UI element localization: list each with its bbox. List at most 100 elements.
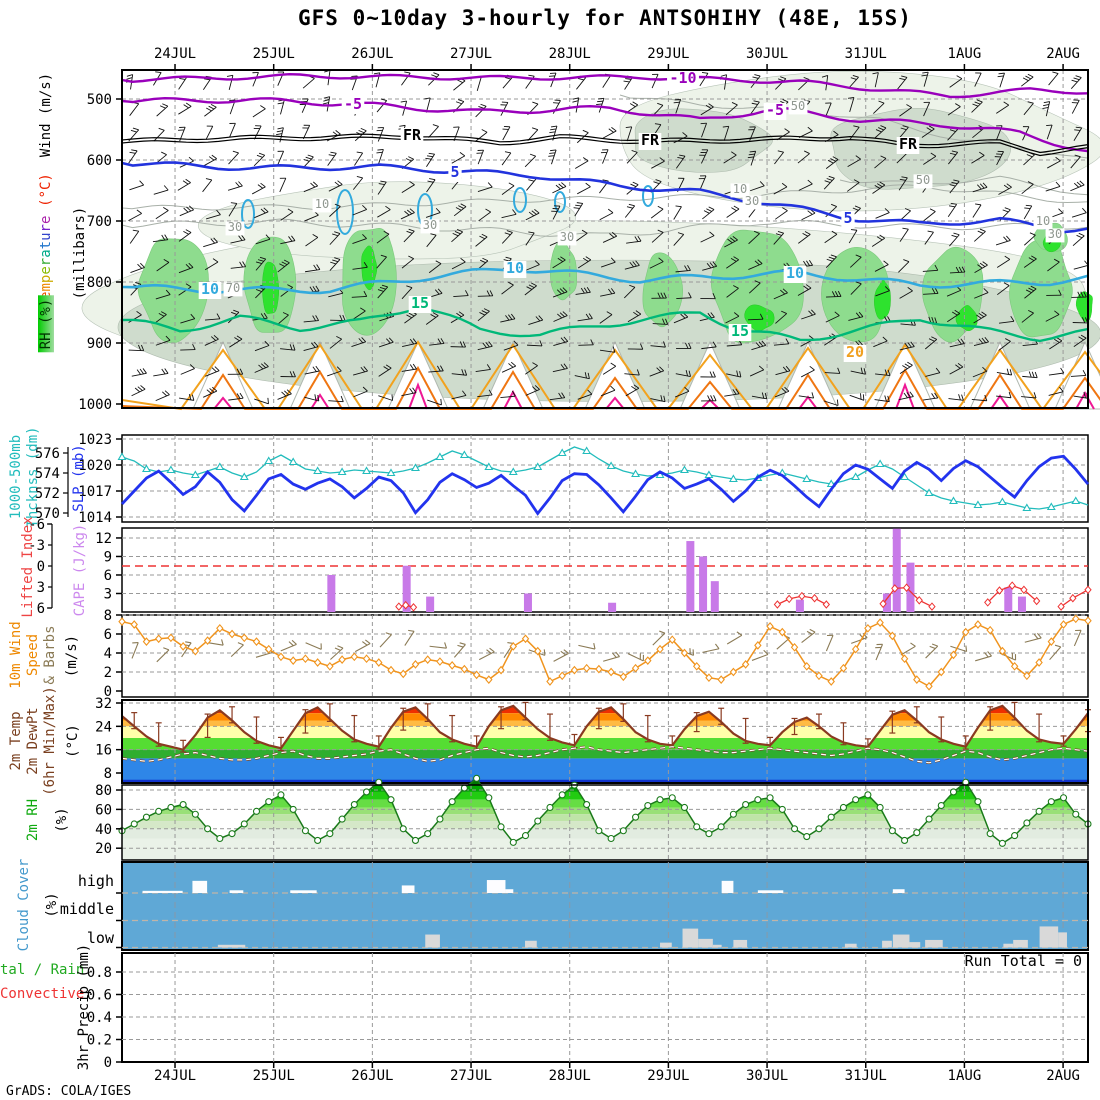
svg-text:32: 32 (95, 696, 112, 712)
label-2m-rh: 2m RH (25, 798, 41, 842)
svg-text:0.6: 0.6 (87, 988, 112, 1004)
svg-text:10: 10 (201, 280, 219, 298)
svg-text:30: 30 (745, 194, 759, 208)
svg-text:30JUL: 30JUL (746, 1068, 788, 1084)
label-slp: SLP (mb) (71, 444, 87, 512)
label-cloud-unit: (%) (44, 892, 60, 918)
svg-text:500: 500 (87, 92, 112, 108)
svg-text:6: 6 (104, 627, 112, 643)
svg-text:10: 10 (786, 264, 804, 282)
svg-text:4: 4 (104, 646, 112, 662)
svg-text:50: 50 (791, 99, 805, 113)
svg-text:25JUL: 25JUL (253, 1068, 295, 1084)
svg-text:0: 0 (104, 1055, 112, 1071)
svg-text:80: 80 (95, 783, 112, 799)
svg-text:1000: 1000 (78, 397, 112, 413)
svg-text:1AUG: 1AUG (948, 46, 982, 62)
svg-text:700: 700 (87, 214, 112, 230)
svg-text:10: 10 (733, 182, 747, 196)
svg-text:572: 572 (35, 486, 60, 502)
svg-text:70: 70 (226, 281, 240, 295)
svg-text:40: 40 (95, 822, 112, 838)
svg-text:16: 16 (95, 743, 112, 759)
svg-text:27JUL: 27JUL (450, 46, 492, 62)
label-cloud-cover: Cloud Cover (16, 858, 32, 952)
svg-text:2AUG: 2AUG (1046, 1068, 1080, 1084)
svg-text:-10: -10 (669, 69, 696, 87)
svg-text:FR: FR (403, 126, 422, 144)
svg-text:25JUL: 25JUL (253, 46, 295, 62)
svg-text:30JUL: 30JUL (746, 46, 788, 62)
svg-text:high: high (78, 872, 114, 890)
svg-text:FR: FR (899, 135, 918, 153)
svg-text:800: 800 (87, 275, 112, 291)
svg-text:9: 9 (104, 549, 112, 565)
svg-text:28JUL: 28JUL (549, 46, 591, 62)
svg-text:26JUL: 26JUL (351, 46, 393, 62)
svg-text:31JUL: 31JUL (845, 46, 887, 62)
label-lifted-index: Lifted Index (20, 516, 36, 618)
svg-text:2AUG: 2AUG (1046, 46, 1080, 62)
svg-text:0.4: 0.4 (87, 1010, 112, 1026)
svg-text:570: 570 (35, 506, 60, 522)
label-10m-speed: Speed (25, 633, 41, 677)
svg-text:-6: -6 (28, 517, 45, 533)
svg-text:2: 2 (104, 665, 112, 681)
label-upper-temp-unit: (°C) (38, 173, 54, 207)
svg-text:60: 60 (95, 802, 112, 818)
label-10m-wind: 10m Wind (8, 621, 24, 689)
label-2m-temp-unit: (°C) (65, 724, 81, 758)
label-temperature: Temperature (38, 215, 54, 309)
label-thickness-2: Thcknss (dm) (25, 426, 41, 528)
svg-text:5: 5 (843, 209, 852, 227)
svg-text:1020: 1020 (78, 458, 112, 474)
grads-credit: GrADS: COLA/IGES (6, 1084, 132, 1099)
label-3hr-precip: 3hr Precip (mm) (76, 943, 92, 1071)
svg-text:15: 15 (731, 322, 749, 340)
svg-text:1014: 1014 (78, 510, 112, 526)
label-2m-dewpt: 2m DewPt (25, 707, 41, 775)
svg-text:600: 600 (87, 153, 112, 169)
label-2m-rh-unit: (%) (54, 807, 70, 833)
svg-text:0: 0 (104, 684, 112, 700)
svg-text:FR: FR (641, 131, 660, 149)
svg-text:1023: 1023 (78, 432, 112, 448)
svg-text:5: 5 (450, 163, 459, 181)
label-upper-rh: RH (%) (38, 295, 54, 353)
svg-text:15: 15 (411, 294, 429, 312)
svg-text:8: 8 (104, 608, 112, 624)
svg-text:10: 10 (1036, 214, 1050, 228)
svg-text:30: 30 (560, 230, 574, 244)
svg-text:low: low (87, 929, 115, 947)
label-convective: Convective (0, 986, 85, 1002)
svg-text:26JUL: 26JUL (351, 1068, 393, 1084)
svg-text:29JUL: 29JUL (647, 46, 689, 62)
svg-text:12: 12 (95, 531, 112, 547)
svg-text:20: 20 (846, 343, 864, 361)
svg-text:0.8: 0.8 (87, 965, 112, 981)
svg-text:900: 900 (87, 336, 112, 352)
svg-text:8: 8 (104, 766, 112, 782)
svg-text:1017: 1017 (78, 484, 112, 500)
svg-text:0.2: 0.2 (87, 1033, 112, 1049)
svg-text:31JUL: 31JUL (845, 1068, 887, 1084)
svg-text:6: 6 (104, 568, 112, 584)
label-thickness-1: 1000-500mb (8, 434, 24, 520)
page-title: GFS 0~10day 3-hourly for ANTSOHIHY (48E,… (298, 6, 912, 30)
svg-text:576: 576 (35, 446, 60, 462)
svg-text:-3: -3 (28, 538, 45, 554)
svg-text:middle: middle (60, 900, 114, 918)
svg-text:6: 6 (37, 601, 45, 617)
svg-text:27JUL: 27JUL (450, 1068, 492, 1084)
label-cape: CAPE (J/kg) (72, 523, 88, 617)
svg-text:0: 0 (37, 559, 45, 575)
svg-text:29JUL: 29JUL (647, 1068, 689, 1084)
svg-text:Run Total = 0: Run Total = 0 (965, 952, 1082, 970)
label-6hr-minmax: (6hr Min/Max) (42, 686, 58, 796)
label-total-rain: tal / Rain (0, 962, 85, 978)
svg-text:20: 20 (95, 841, 112, 857)
label-upper-wind: Wind (m/s) (38, 72, 54, 158)
svg-text:3: 3 (104, 586, 112, 602)
